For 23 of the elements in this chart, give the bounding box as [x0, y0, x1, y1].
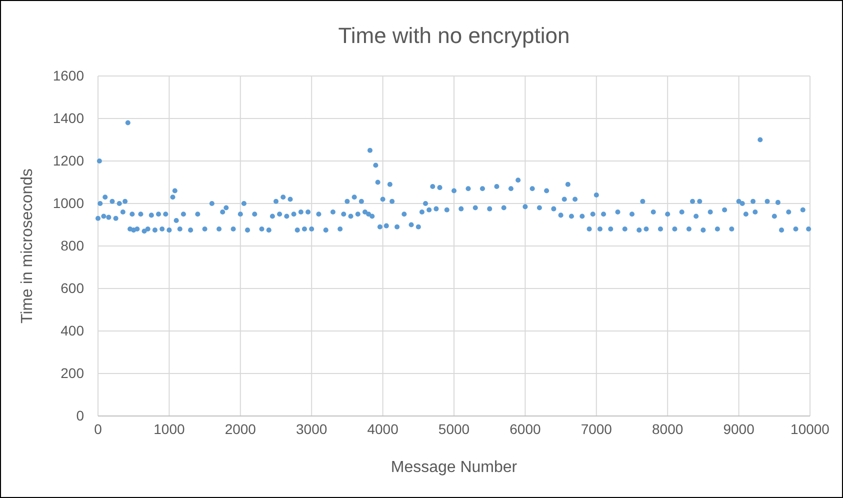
- y-tick-label: 1600: [52, 67, 84, 84]
- x-tick-label: 0: [94, 420, 102, 437]
- y-tick-label: 1200: [52, 152, 84, 168]
- x-tick-label: 1000: [154, 420, 185, 437]
- chart-title: Time with no encryption: [338, 23, 570, 48]
- x-tick-label: 9000: [723, 420, 755, 437]
- y-tick-label: 1400: [52, 110, 84, 126]
- x-tick-label: 10000: [790, 420, 830, 437]
- y-tick-label: 800: [60, 237, 84, 254]
- x-tick-label: 5000: [438, 420, 470, 437]
- y-tick-label: 600: [60, 280, 84, 296]
- x-tick-label: 7000: [580, 420, 612, 437]
- y-tick-label: 0: [76, 407, 84, 424]
- y-tick-label: 1000: [52, 194, 84, 211]
- x-tick-label: 4000: [367, 420, 399, 437]
- y-tick-label: 200: [60, 364, 84, 381]
- y-tick-label: 400: [60, 322, 84, 338]
- x-tick-label: 8000: [652, 420, 684, 437]
- x-tick-label: 3000: [296, 420, 328, 437]
- x-tick-label: 2000: [224, 420, 256, 437]
- x-tick-label: 6000: [510, 420, 541, 437]
- y-axis-title: Time in microseconds: [19, 168, 36, 324]
- x-axis-title: Message Number: [390, 459, 518, 476]
